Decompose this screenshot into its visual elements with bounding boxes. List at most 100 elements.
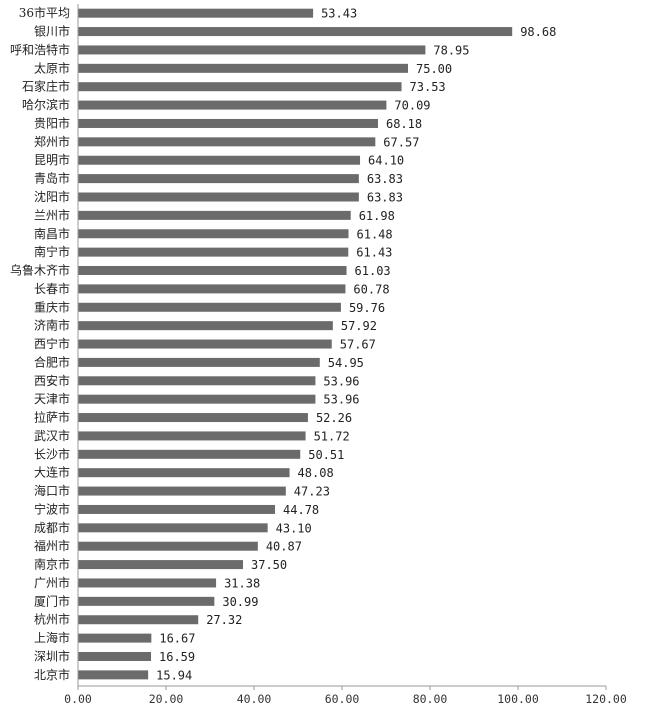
- bar: [78, 431, 306, 441]
- bar: [78, 357, 320, 367]
- category-label: 青岛市: [34, 171, 70, 186]
- category-label: 福州市: [34, 538, 70, 553]
- bar: [78, 174, 359, 184]
- data-label: 48.08: [298, 466, 334, 480]
- bar: [78, 578, 217, 588]
- data-label: 63.83: [367, 190, 403, 204]
- bar: [78, 192, 359, 202]
- bar: [78, 596, 215, 606]
- bar: [78, 615, 199, 625]
- data-label: 64.10: [368, 154, 404, 168]
- bar: [78, 229, 349, 239]
- data-label: 75.00: [416, 62, 452, 76]
- data-label: 27.32: [206, 613, 242, 627]
- category-label: 乌鲁木齐市: [10, 263, 70, 278]
- category-label: 南宁市: [34, 244, 70, 259]
- category-label: 宁波市: [34, 501, 70, 516]
- bar: [78, 302, 341, 312]
- category-label: 长春市: [34, 281, 70, 296]
- bar: [78, 413, 308, 423]
- bar: [78, 118, 378, 128]
- category-label: 武汉市: [34, 428, 70, 443]
- category-label: 贵阳市: [34, 115, 70, 130]
- data-label: 78.95: [433, 43, 469, 57]
- category-label: 太原市: [34, 60, 70, 75]
- category-label: 成都市: [34, 520, 70, 535]
- category-label: 西安市: [34, 373, 70, 388]
- data-label: 44.78: [283, 503, 319, 517]
- category-label: 沈阳市: [34, 189, 70, 204]
- category-label: 大连市: [34, 465, 70, 480]
- x-axis: 0.00 20.00 40.00 60.00 80.00 100.00 120.00: [64, 4, 627, 706]
- category-label: 哈尔滨市: [22, 97, 70, 112]
- bar: [78, 210, 351, 220]
- data-label: 70.09: [394, 99, 430, 113]
- category-label: 西宁市: [34, 336, 70, 351]
- x-tick-label: 80.00: [413, 692, 448, 706]
- bar: [78, 633, 152, 643]
- bar: [78, 45, 426, 55]
- bar: [78, 63, 408, 73]
- data-label: 54.95: [328, 356, 364, 370]
- bar: [78, 82, 402, 92]
- bar: [78, 486, 286, 496]
- data-label: 61.43: [356, 246, 392, 260]
- data-label: 51.72: [314, 429, 350, 443]
- x-tick-label: 40.00: [237, 692, 272, 706]
- category-label: 呼和浩特市: [10, 42, 70, 57]
- x-tick-label: 0.00: [64, 692, 92, 706]
- bar: [78, 523, 268, 533]
- category-label: 长沙市: [34, 446, 70, 461]
- bar: [78, 247, 349, 257]
- x-tick-label: 20.00: [149, 692, 184, 706]
- data-label: 40.87: [266, 540, 302, 554]
- data-label: 67.57: [383, 135, 419, 149]
- bar: [78, 27, 513, 37]
- bar: [78, 8, 314, 18]
- bar: [78, 651, 151, 661]
- data-label: 37.50: [251, 558, 287, 572]
- category-label: 北京市: [34, 667, 70, 682]
- bar: [78, 560, 243, 570]
- data-label: 53.43: [321, 7, 357, 21]
- bar: [78, 284, 346, 294]
- bar: [78, 266, 347, 276]
- category-label: 拉萨市: [34, 410, 70, 425]
- category-label: 银川市: [34, 24, 70, 39]
- category-label: 重庆市: [34, 299, 70, 314]
- data-label: 30.99: [222, 595, 258, 609]
- bars-layer: [78, 8, 513, 680]
- data-label: 52.26: [316, 411, 352, 425]
- x-tick-label: 60.00: [325, 692, 360, 706]
- bar: [78, 155, 361, 165]
- category-label: 厦门市: [34, 593, 70, 608]
- data-label: 43.10: [276, 521, 312, 535]
- data-label: 47.23: [294, 485, 330, 499]
- data-label: 73.53: [410, 80, 446, 94]
- bar: [78, 376, 316, 386]
- category-label: 36市平均: [19, 5, 70, 20]
- data-label: 98.68: [520, 25, 556, 39]
- data-label: 16.67: [159, 632, 195, 646]
- data-label: 59.76: [349, 301, 385, 315]
- bar: [78, 137, 376, 147]
- bar: [78, 449, 301, 459]
- bar: [78, 541, 258, 551]
- category-label: 天津市: [34, 391, 70, 406]
- labels-layer: 36市平均 53.43 银川市 98.68 呼和浩特市 78.95 太原市 75.00 石家庄市…: [10, 5, 556, 682]
- data-label: 60.78: [353, 282, 389, 296]
- category-label: 上海市: [34, 630, 70, 645]
- data-label: 57.67: [340, 338, 376, 352]
- data-label: 61.48: [357, 227, 393, 241]
- x-tick-label: 120.00: [585, 692, 627, 706]
- category-label: 济南市: [34, 318, 70, 333]
- data-label: 68.18: [386, 117, 422, 131]
- category-label: 郑州市: [34, 134, 70, 149]
- data-label: 53.96: [323, 393, 359, 407]
- data-label: 61.98: [359, 209, 395, 223]
- category-label: 广州市: [34, 575, 70, 590]
- data-label: 15.94: [156, 668, 192, 682]
- bar: [78, 321, 333, 331]
- category-label: 合肥市: [34, 354, 70, 369]
- bar: [78, 394, 316, 404]
